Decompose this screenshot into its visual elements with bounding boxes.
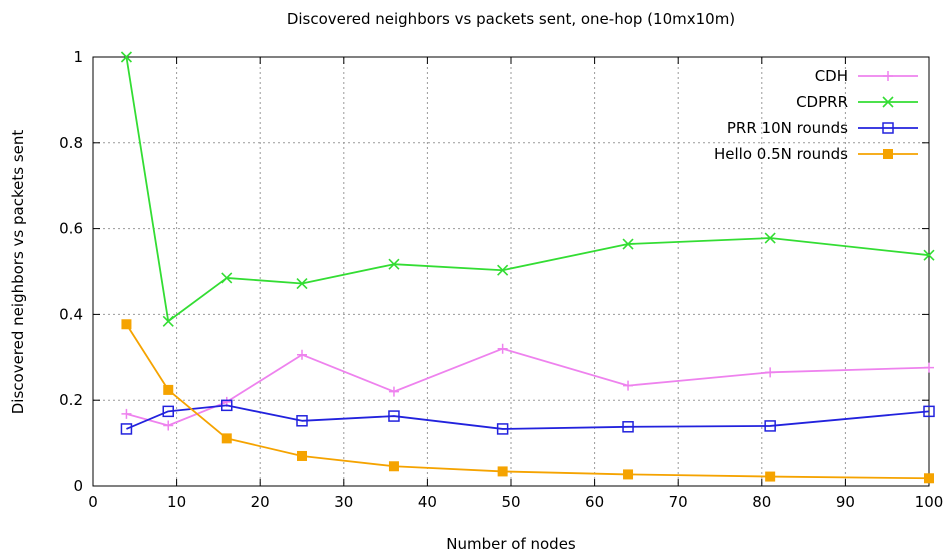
data-point-plus: [388, 386, 399, 397]
legend-label: Hello 0.5N rounds: [714, 145, 848, 163]
data-point-plus: [883, 71, 893, 81]
data-point-cross: [497, 264, 509, 276]
data-point-square-filled: [883, 149, 893, 159]
data-point-square-filled: [765, 471, 776, 482]
series-line: [126, 347, 930, 427]
series-line: [125, 323, 930, 480]
series-lines: [120, 51, 935, 484]
data-point-square: [221, 399, 233, 412]
y-tick-label: 0.6: [59, 220, 83, 238]
data-point-square-filled: [388, 461, 399, 472]
data-point-square: [764, 420, 776, 432]
data-point-cross: [296, 277, 308, 290]
data-point-cross: [764, 232, 776, 244]
data-point-plus: [163, 420, 174, 431]
legend-label: PRR 10N rounds: [727, 119, 848, 137]
legend-item: CDH: [815, 67, 918, 85]
data-point-cross: [221, 272, 233, 284]
data-point-square-filled: [497, 466, 508, 477]
data-point-square-filled: [297, 450, 307, 461]
data-point-square: [162, 405, 174, 418]
data-point-square: [296, 415, 308, 427]
data-point-plus: [765, 367, 776, 378]
x-tick-label: 100: [915, 493, 944, 511]
series-cdprr: [120, 51, 935, 327]
x-tick-label: 50: [501, 493, 520, 511]
y-axis-label: Discovered neighbors vs packets sent: [9, 130, 27, 415]
y-tick-label: 0.2: [59, 391, 83, 409]
x-tick-label: 60: [585, 493, 604, 511]
x-tick-label: 10: [167, 493, 186, 511]
y-tick-label: 1: [73, 48, 83, 66]
data-point-square: [622, 421, 634, 433]
data-point-plus: [623, 380, 634, 391]
x-tick-label: 0: [88, 493, 98, 511]
series-cdh: [121, 343, 934, 431]
y-tick-label: 0.4: [59, 305, 83, 323]
x-tick-label: 70: [669, 493, 688, 511]
series-hello-0-5n-rounds: [121, 319, 934, 484]
data-point-square: [388, 410, 400, 422]
data-point-cross: [388, 258, 400, 270]
data-point-square-filled: [221, 433, 232, 444]
data-point-square: [120, 423, 133, 435]
data-point-cross: [162, 315, 174, 327]
y-tick-label: 0.8: [59, 134, 83, 152]
data-point-cross: [882, 96, 894, 108]
data-point-cross: [120, 51, 133, 63]
data-point-cross: [622, 238, 634, 250]
legend-item: Hello 0.5N rounds: [714, 145, 918, 163]
y-tick-label: 0: [73, 477, 83, 495]
legend-item: CDPRR: [796, 93, 918, 111]
data-point-square: [882, 122, 894, 134]
data-point-square: [923, 405, 935, 418]
data-point-plus: [924, 362, 934, 373]
data-point-square-filled: [924, 473, 934, 484]
chart-title: Discovered neighbors vs packets sent, on…: [287, 10, 735, 28]
legend-label: CDPRR: [796, 93, 848, 111]
series-prr-10n-rounds: [120, 399, 935, 435]
data-point-cross: [923, 249, 935, 261]
x-tick-label: 90: [836, 493, 855, 511]
data-point-square-filled: [623, 469, 634, 480]
x-axis-ticks: 0 10 20 30 40 50 60 70 80 90 100: [88, 57, 943, 511]
legend-item: PRR 10N rounds: [727, 119, 918, 137]
grid-lines: [93, 57, 929, 486]
y-axis-ticks: 0 0.2 0.4 0.6 0.8 1: [59, 48, 929, 495]
x-axis-label: Number of nodes: [446, 535, 576, 553]
data-point-plus: [297, 349, 307, 360]
data-point-square: [496, 423, 509, 435]
x-tick-label: 40: [418, 493, 437, 511]
legend-label: CDH: [815, 67, 848, 85]
series-line: [126, 404, 930, 430]
data-point-square-filled: [163, 384, 174, 395]
x-tick-label: 30: [334, 493, 353, 511]
data-point-square-filled: [121, 319, 132, 330]
data-point-plus: [121, 408, 132, 419]
x-tick-label: 20: [251, 493, 270, 511]
data-point-plus: [497, 343, 508, 354]
x-tick-label: 80: [752, 493, 771, 511]
legend: CDH CDPRR PRR 10N rounds Hello 0.5N rounds: [714, 67, 918, 163]
